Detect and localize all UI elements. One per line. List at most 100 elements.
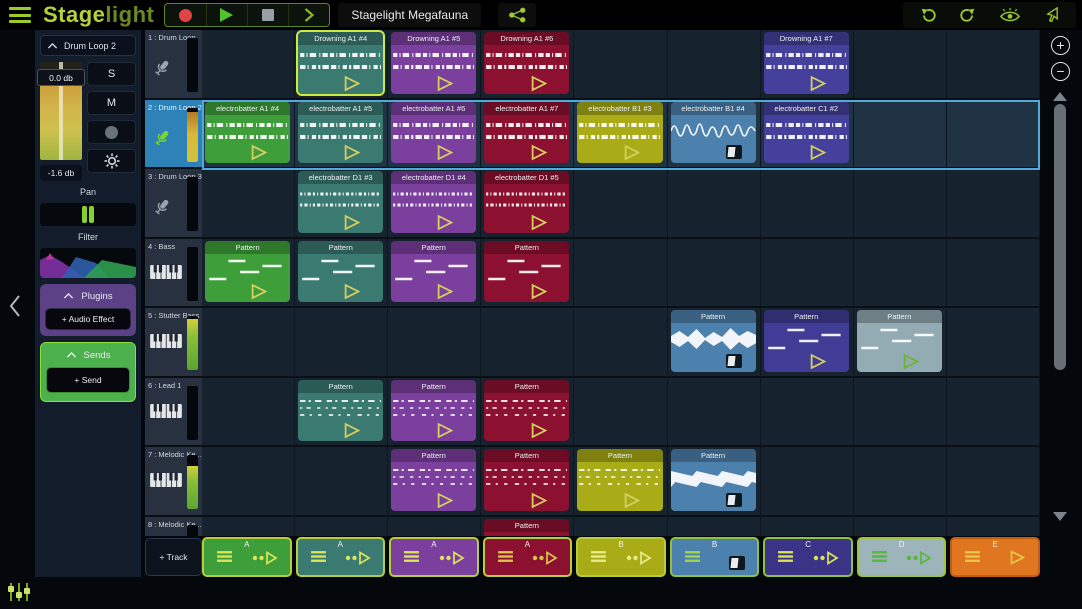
clip-play-button[interactable] [435, 283, 455, 300]
grid-cell[interactable]: Drowning A1 #6 [481, 30, 575, 100]
grid-cell[interactable]: electrobatter A1 #4 [202, 99, 296, 169]
track-item-7[interactable]: 7 : Melodic Ke... [145, 447, 202, 517]
scene-launch-button-2[interactable]: A [295, 537, 386, 577]
add-audio-effect-button[interactable]: + Audio Effect [45, 308, 131, 330]
grid-cell[interactable] [574, 377, 668, 447]
scene-launch-button-4[interactable]: A [482, 537, 573, 577]
clip-play-button[interactable] [529, 214, 549, 231]
scene-menu-icon[interactable] [871, 550, 888, 568]
clip-play-button[interactable] [808, 353, 828, 370]
grid-cell[interactable] [760, 238, 854, 308]
grid-cell[interactable]: Pattern [481, 238, 575, 308]
track-item-1[interactable]: 1 : Drum Loop [145, 30, 202, 100]
grid-cell[interactable]: Pattern [202, 238, 296, 308]
volume-fader[interactable]: 0.0 db [37, 62, 85, 160]
grid-cell[interactable] [946, 516, 1040, 536]
grid-cell[interactable] [295, 447, 389, 517]
clip[interactable]: electrobatter A1 #7 [484, 101, 570, 163]
grid-cell[interactable]: electrobatter A1 #6 [388, 99, 482, 169]
grid-cell[interactable]: Pattern [388, 447, 482, 517]
clip-play-button[interactable] [249, 144, 269, 161]
clip-stop-button[interactable] [725, 145, 742, 159]
clip-play-button[interactable] [435, 422, 455, 439]
clip[interactable]: Pattern [484, 379, 570, 441]
grid-cell[interactable] [853, 99, 947, 169]
clip-play-button[interactable] [342, 214, 362, 231]
stop-button[interactable] [248, 4, 290, 26]
scene-dots-play-icon[interactable] [812, 550, 839, 570]
clip-play-button[interactable] [529, 283, 549, 300]
grid-cell[interactable] [388, 516, 482, 536]
clip[interactable]: Pattern [763, 310, 849, 372]
clip-play-button[interactable] [435, 75, 455, 92]
grid-cell[interactable] [853, 377, 947, 447]
undo-button[interactable] [919, 7, 937, 24]
clip[interactable]: Pattern [484, 518, 570, 536]
grid-cell[interactable]: electrobatter D1 #5 [481, 169, 575, 239]
clip-play-button[interactable] [342, 75, 362, 92]
grid-cell[interactable]: Pattern [388, 377, 482, 447]
scene-launch-button-9[interactable]: E [950, 537, 1040, 577]
grid-cell[interactable] [853, 30, 947, 100]
grid-cell[interactable] [760, 169, 854, 239]
scene-dots-play-icon[interactable] [905, 550, 933, 570]
clip[interactable]: electrobatter A1 #4 [205, 101, 291, 163]
sends-header[interactable]: Sends [46, 347, 130, 363]
grid-cell[interactable] [667, 377, 761, 447]
grid-cell[interactable]: Drowning A1 #4 [295, 30, 389, 100]
skip-forward-button[interactable] [289, 4, 329, 26]
scene-menu-icon[interactable] [403, 550, 420, 568]
clip[interactable]: electrobatter D1 #3 [298, 171, 384, 233]
clip[interactable]: electrobatter A1 #5 [298, 101, 384, 163]
clip-play-button[interactable] [342, 144, 362, 161]
scene-dots-play-icon[interactable] [531, 550, 558, 570]
clip[interactable]: Pattern [205, 240, 291, 302]
grid-cell[interactable] [946, 169, 1040, 239]
grid-cell[interactable]: Pattern [388, 238, 482, 308]
solo-button[interactable]: S [87, 62, 136, 86]
track-item-5[interactable]: 5 : Stutter Bass [145, 308, 202, 378]
grid-cell[interactable] [853, 169, 947, 239]
scroll-up-arrow[interactable] [1053, 92, 1067, 101]
grid-cell[interactable]: electrobatter A1 #5 [295, 99, 389, 169]
add-send-button[interactable]: + Send [46, 367, 130, 393]
scene-menu-icon[interactable] [497, 550, 514, 568]
grid-cell[interactable] [946, 238, 1040, 308]
clip-play-button[interactable] [435, 144, 455, 161]
grid-cell[interactable] [946, 99, 1040, 169]
clip-play-button[interactable] [529, 492, 549, 509]
clip-play-button[interactable] [529, 422, 549, 439]
grid-cell[interactable]: electrobatter C1 #2 [760, 99, 854, 169]
scene-menu-icon[interactable] [216, 550, 233, 568]
grid-cell[interactable] [295, 308, 389, 378]
clip[interactable]: electrobatter B1 #4 [670, 101, 756, 163]
clip-play-button[interactable] [808, 75, 828, 92]
channel-header[interactable]: Drum Loop 2 [40, 35, 136, 56]
scene-menu-icon[interactable] [684, 550, 701, 568]
grid-cell[interactable]: Pattern [853, 308, 947, 378]
scene-menu-icon[interactable] [590, 550, 607, 568]
clip[interactable]: Drowning A1 #7 [763, 32, 849, 94]
grid-cell[interactable] [760, 516, 854, 536]
record-button[interactable] [165, 4, 207, 26]
track-item-4[interactable]: 4 : Bass [145, 238, 202, 308]
grid-cell[interactable] [667, 516, 761, 536]
grid-cell[interactable] [946, 30, 1040, 100]
grid-cell[interactable]: electrobatter B1 #3 [574, 99, 668, 169]
scene-dots-play-icon[interactable] [344, 550, 371, 570]
clip[interactable]: Pattern [391, 379, 477, 441]
clip-play-button[interactable] [622, 144, 642, 161]
clip-play-button[interactable] [901, 353, 921, 370]
scene-launch-button-8[interactable]: D [856, 537, 947, 577]
clip[interactable]: Drowning A1 #5 [391, 32, 477, 94]
grid-cell[interactable] [388, 308, 482, 378]
menu-icon[interactable] [9, 7, 31, 23]
track-item-2[interactable]: 2 : Drum Loop 2 [145, 99, 202, 169]
grid-cell[interactable]: Pattern [481, 377, 575, 447]
redo-button[interactable] [959, 7, 977, 24]
scene-menu-icon[interactable] [777, 550, 794, 568]
grid-cell[interactable]: Pattern [574, 447, 668, 517]
grid-cell[interactable] [853, 238, 947, 308]
scene-dots-play-icon[interactable] [251, 550, 278, 570]
clip-play-button[interactable] [342, 422, 362, 439]
